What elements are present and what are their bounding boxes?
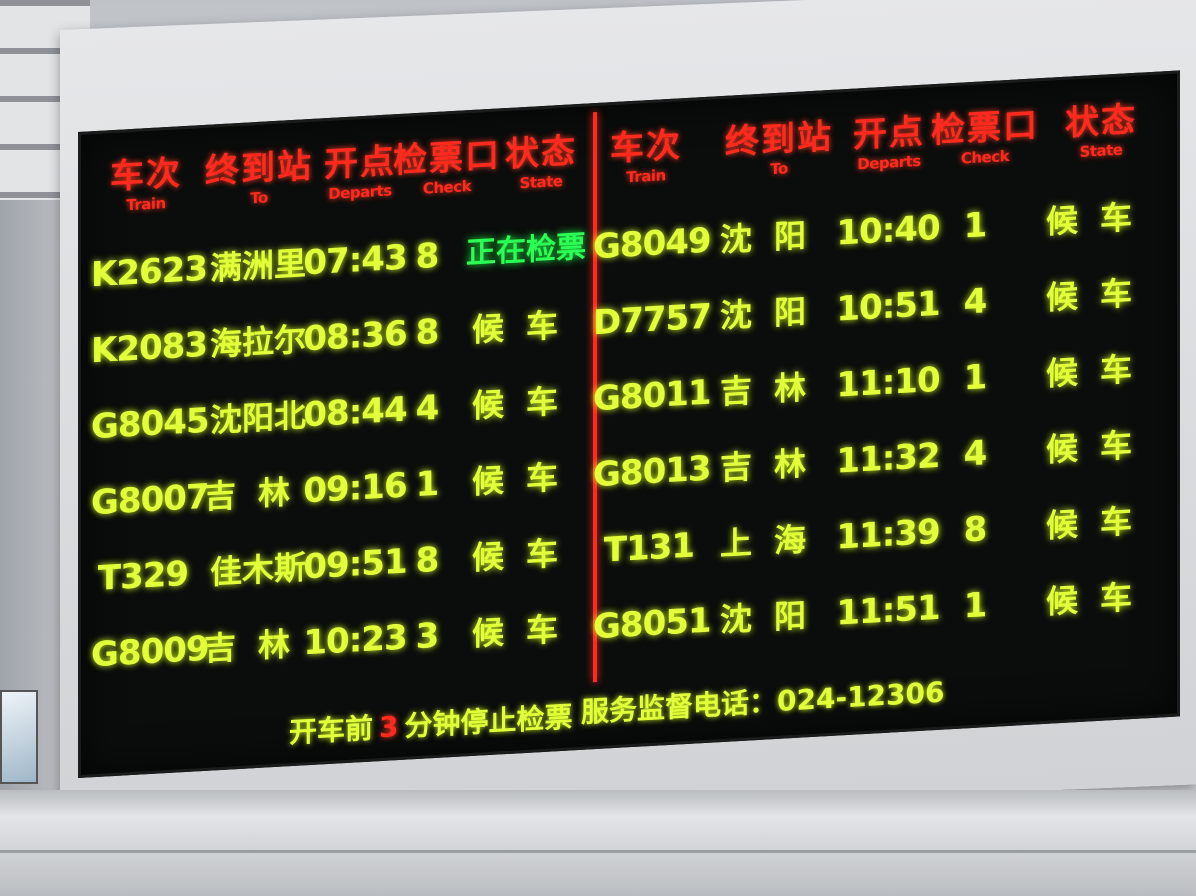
- destination: 沈阳北: [209, 396, 306, 440]
- header-to-zh: 终到站: [205, 145, 313, 192]
- window: [0, 690, 38, 784]
- header-state-zh: 状态: [1065, 99, 1137, 144]
- train-status: 候车: [471, 304, 580, 349]
- departure-time: 09:51: [303, 541, 407, 588]
- check-gate: 1: [963, 585, 987, 627]
- header-train: 车次 Train: [101, 153, 191, 216]
- destination: 满洲里: [209, 244, 306, 288]
- check-gate: 8: [415, 235, 439, 278]
- train-status: 候车: [471, 456, 580, 501]
- train-number: G8007: [91, 476, 209, 524]
- train-status: 候车: [1045, 196, 1154, 241]
- train-number: T131: [603, 525, 695, 571]
- check-gate: 8: [415, 311, 439, 354]
- check-gate: 4: [415, 387, 439, 430]
- train-number: G8051: [593, 600, 711, 648]
- check-gate: 4: [963, 433, 987, 475]
- check-gate: 4: [963, 281, 987, 323]
- departure-time: 09:16: [303, 465, 407, 512]
- train-status: 候车: [1045, 348, 1154, 393]
- destination: 沈阳: [719, 291, 828, 336]
- right-rows: G8049 沈阳 10:40 1 候车 D7757 沈阳 10:51 4 候车 G8011 吉林 11:…: [593, 184, 1171, 672]
- departure-time: 08:44: [303, 389, 407, 436]
- ledge: [0, 790, 1196, 896]
- check-closing-note: 开车前 3 分钟停止检票: [289, 697, 573, 753]
- train-number: G8013: [593, 448, 711, 496]
- train-number: K2083: [91, 324, 207, 372]
- departure-time: 10:40: [836, 207, 940, 254]
- destination: 吉林: [203, 471, 312, 516]
- destination: 海拉尔: [209, 320, 306, 364]
- header-train-zh: 车次: [610, 125, 682, 170]
- check-gate: 1: [415, 463, 439, 506]
- train-status: 候车: [1045, 272, 1154, 317]
- train-number: G8009: [91, 628, 209, 676]
- board-left-half: 车次 Train 终到站 To 开点 Departs 检票口 Check 状态: [81, 106, 593, 715]
- check-gate: 1: [963, 205, 987, 247]
- departure-time: 10:51: [836, 283, 940, 330]
- departure-time: 11:39: [836, 511, 940, 558]
- header-check: 检票口 Check: [391, 135, 503, 199]
- header-departs: 开点 Departs: [839, 111, 939, 175]
- train-number: G8049: [593, 220, 711, 268]
- header-state: 状态 State: [491, 130, 591, 194]
- train-status: 候车: [471, 532, 580, 577]
- header-to: 终到站 To: [199, 146, 319, 211]
- note-prefix: 开车前: [289, 711, 374, 750]
- train-number: D7757: [593, 296, 711, 344]
- header-train: 车次 Train: [601, 125, 691, 188]
- header-to: 终到站 To: [719, 116, 839, 181]
- destination: 吉林: [203, 623, 312, 668]
- train-status: 候车: [1045, 424, 1154, 469]
- note-suffix: 分钟停止检票: [404, 700, 573, 743]
- ledge-line: [0, 850, 1196, 853]
- destination: 佳木斯: [209, 548, 306, 592]
- train-number: K2623: [91, 248, 207, 296]
- train-status: 候车: [471, 380, 580, 425]
- header-departs-zh: 开点: [853, 111, 925, 156]
- train-status: 候车: [1045, 576, 1154, 621]
- departure-time: 11:51: [836, 587, 940, 634]
- train-number: T329: [97, 553, 189, 599]
- departure-time: 11:32: [836, 435, 940, 482]
- train-number: G8045: [91, 400, 209, 448]
- train-status: 正在检票: [466, 229, 586, 272]
- departure-time: 07:43: [303, 237, 407, 284]
- left-rows: K2623 满洲里 07:43 8 正在检票 K2083 海拉尔 08:36 8 候车 G8045 沈…: [81, 216, 593, 701]
- check-gate: 8: [963, 509, 987, 551]
- check-gate: 3: [415, 615, 439, 658]
- header-check-zh: 检票口: [931, 105, 1039, 152]
- departure-time: 11:10: [836, 359, 940, 406]
- header-train-zh: 车次: [110, 153, 182, 198]
- departure-time: 08:36: [303, 313, 407, 360]
- departure-time: 10:23: [303, 617, 407, 664]
- train-status: 候车: [471, 608, 580, 653]
- header-state-zh: 状态: [505, 131, 577, 176]
- check-gate: 1: [963, 357, 987, 399]
- departure-board: 车次 Train 终到站 To 开点 Departs 检票口 Check 状态: [78, 70, 1180, 779]
- destination: 吉林: [719, 443, 828, 488]
- destination: 上海: [719, 519, 828, 564]
- check-gate: 8: [415, 539, 439, 582]
- header-check: 检票口 Check: [929, 105, 1041, 169]
- destination: 沈阳: [719, 215, 828, 260]
- header-to-zh: 终到站: [725, 116, 833, 163]
- train-number: G8011: [593, 372, 711, 420]
- destination: 沈阳: [719, 595, 828, 640]
- destination: 吉林: [719, 367, 828, 412]
- header-state: 状态 State: [1051, 99, 1151, 163]
- train-status: 候车: [1045, 500, 1154, 545]
- header-check-zh: 检票口: [393, 135, 501, 182]
- note-minutes: 3: [379, 710, 399, 745]
- board-right-half: 车次 Train 终到站 To 开点 Departs 检票口 Check 状态: [593, 74, 1171, 686]
